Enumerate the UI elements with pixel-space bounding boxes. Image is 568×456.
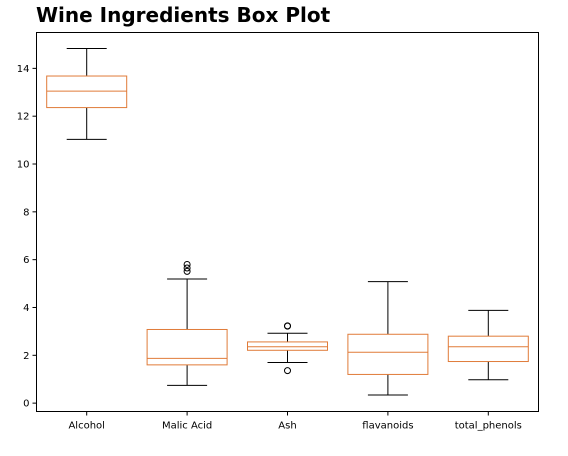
box-total-phenols	[447, 309, 529, 381]
x-tick-label: Ash	[278, 421, 296, 432]
box-malic-acid	[146, 260, 228, 386]
y-tick-label: 8	[23, 207, 29, 218]
iqr-box	[247, 341, 328, 351]
y-axis: 0 2 4 6 8 10 12 14	[17, 64, 37, 410]
y-tick-label: 14	[17, 64, 30, 75]
boxes-group	[46, 48, 529, 396]
y-tick-label: 12	[17, 112, 30, 123]
outlier-point	[284, 367, 291, 375]
iqr-box	[447, 335, 529, 363]
iqr-box	[146, 328, 228, 366]
x-tick-label: total_phenols	[455, 421, 522, 432]
outlier-point	[183, 267, 191, 275]
box-flavanoids	[347, 281, 429, 396]
box-alcohol	[46, 48, 128, 140]
outlier-point	[183, 260, 191, 268]
box-ash	[247, 322, 328, 375]
iqr-box	[46, 75, 128, 109]
x-tick-label: Alcohol	[68, 421, 104, 432]
y-tick-label: 6	[23, 255, 29, 266]
outlier-point	[284, 322, 291, 330]
y-tick-label: 2	[23, 351, 29, 362]
iqr-box	[347, 333, 429, 375]
y-tick-label: 0	[23, 399, 29, 410]
chart-title: Wine Ingredients Box Plot	[36, 3, 331, 27]
outlier-point	[183, 264, 191, 272]
x-tick-label: Malic Acid	[162, 421, 212, 432]
y-tick-label: 4	[23, 303, 29, 314]
x-axis: Alcohol Malic Acid Ash flavanoids total_phen…	[68, 411, 522, 432]
x-tick-label: flavanoids	[362, 421, 413, 432]
y-tick-label: 10	[17, 160, 30, 171]
